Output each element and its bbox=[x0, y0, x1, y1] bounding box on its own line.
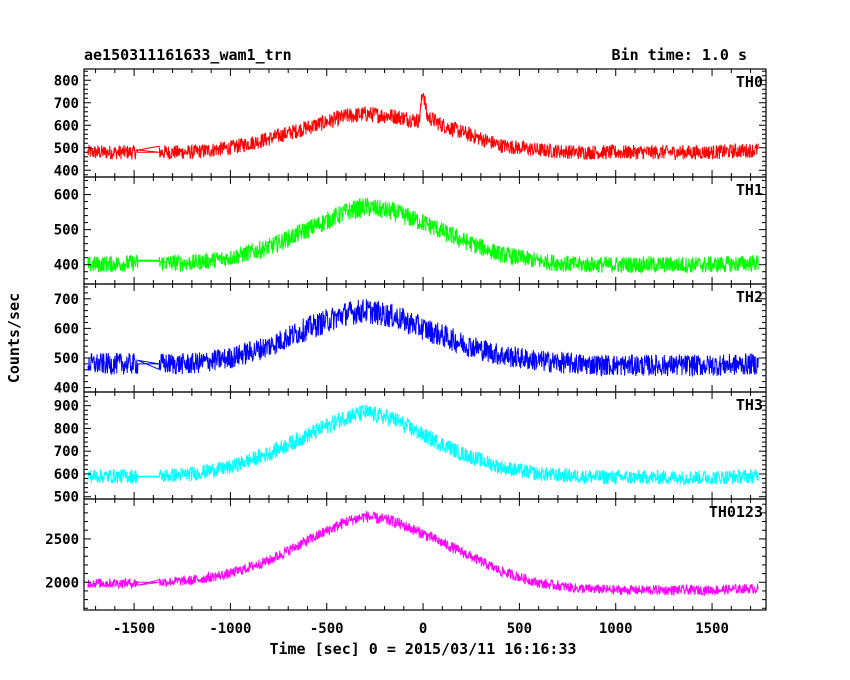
y-tick-label: 400 bbox=[54, 381, 79, 397]
x-tick-label: -1500 bbox=[113, 621, 155, 637]
series-line-th0 bbox=[87, 93, 759, 161]
panel-th2: 400 500 600 700 TH2 bbox=[54, 283, 767, 397]
panels-group: 400 500 600 700 800 TH0 400 500 600 TH1 400 500 600 7… bbox=[45, 68, 767, 637]
panel-th0: 400 500 600 700 800 TH0 bbox=[54, 68, 767, 179]
x-tick-label: -500 bbox=[310, 621, 344, 637]
x-tick-label: 1000 bbox=[599, 621, 633, 637]
y-tick-label: 900 bbox=[54, 399, 79, 415]
panel-frame bbox=[83, 68, 767, 178]
y-tick-label: 500 bbox=[54, 351, 79, 367]
y-tick-label: 400 bbox=[54, 163, 79, 179]
x-tick-label: 1500 bbox=[695, 621, 729, 637]
panel-frame bbox=[83, 498, 767, 611]
y-tick-label: 800 bbox=[54, 73, 79, 89]
series-line-th0123 bbox=[87, 511, 759, 597]
panel-frame bbox=[83, 391, 767, 500]
y-tick-label: 600 bbox=[54, 321, 79, 337]
y-tick-label: 600 bbox=[54, 118, 79, 134]
panel-th0123: 2000 2500 TH0123 bbox=[45, 498, 767, 611]
series-line-th3 bbox=[87, 404, 759, 486]
y-tick-label: 2500 bbox=[45, 532, 79, 548]
y-tick-label: 600 bbox=[54, 467, 79, 483]
y-tick-label: 600 bbox=[54, 188, 79, 204]
panel-label-th2: TH2 bbox=[736, 288, 763, 306]
x-axis-label: Time [sec] 0 = 2015/03/11 16:16:33 bbox=[269, 640, 576, 658]
panel-label-th1: TH1 bbox=[736, 181, 763, 199]
x-tick-label: 0 bbox=[419, 621, 427, 637]
x-tick-label: -1000 bbox=[209, 621, 251, 637]
bin-time-label: Bin time: 1.0 s bbox=[612, 46, 747, 64]
y-tick-label: 700 bbox=[54, 96, 79, 112]
x-tick-label: 500 bbox=[507, 621, 532, 637]
y-tick-label: 400 bbox=[54, 258, 79, 274]
y-tick-label: 500 bbox=[54, 490, 79, 506]
chart-title: ae150311161633_wam1_trn bbox=[84, 46, 292, 64]
y-tick-label: 700 bbox=[54, 444, 79, 460]
panel-th1: 400 500 600 TH1 bbox=[54, 176, 767, 285]
panel-label-th0: TH0 bbox=[736, 73, 763, 91]
panel-label-th0123: TH0123 bbox=[709, 503, 763, 521]
y-tick-label: 500 bbox=[54, 141, 79, 157]
y-tick-label: 500 bbox=[54, 223, 79, 239]
y-axis-label: Counts/sec bbox=[5, 293, 23, 383]
panel-label-th3: TH3 bbox=[736, 396, 763, 414]
panel-frame bbox=[83, 283, 767, 393]
y-tick-label: 2000 bbox=[45, 575, 79, 591]
series-line-th1 bbox=[87, 197, 759, 275]
series-line-th2 bbox=[87, 299, 759, 378]
y-tick-label: 700 bbox=[54, 292, 79, 308]
panel-th3: 500 600 700 800 900 TH3 bbox=[54, 391, 767, 506]
y-tick-label: 800 bbox=[54, 421, 79, 437]
